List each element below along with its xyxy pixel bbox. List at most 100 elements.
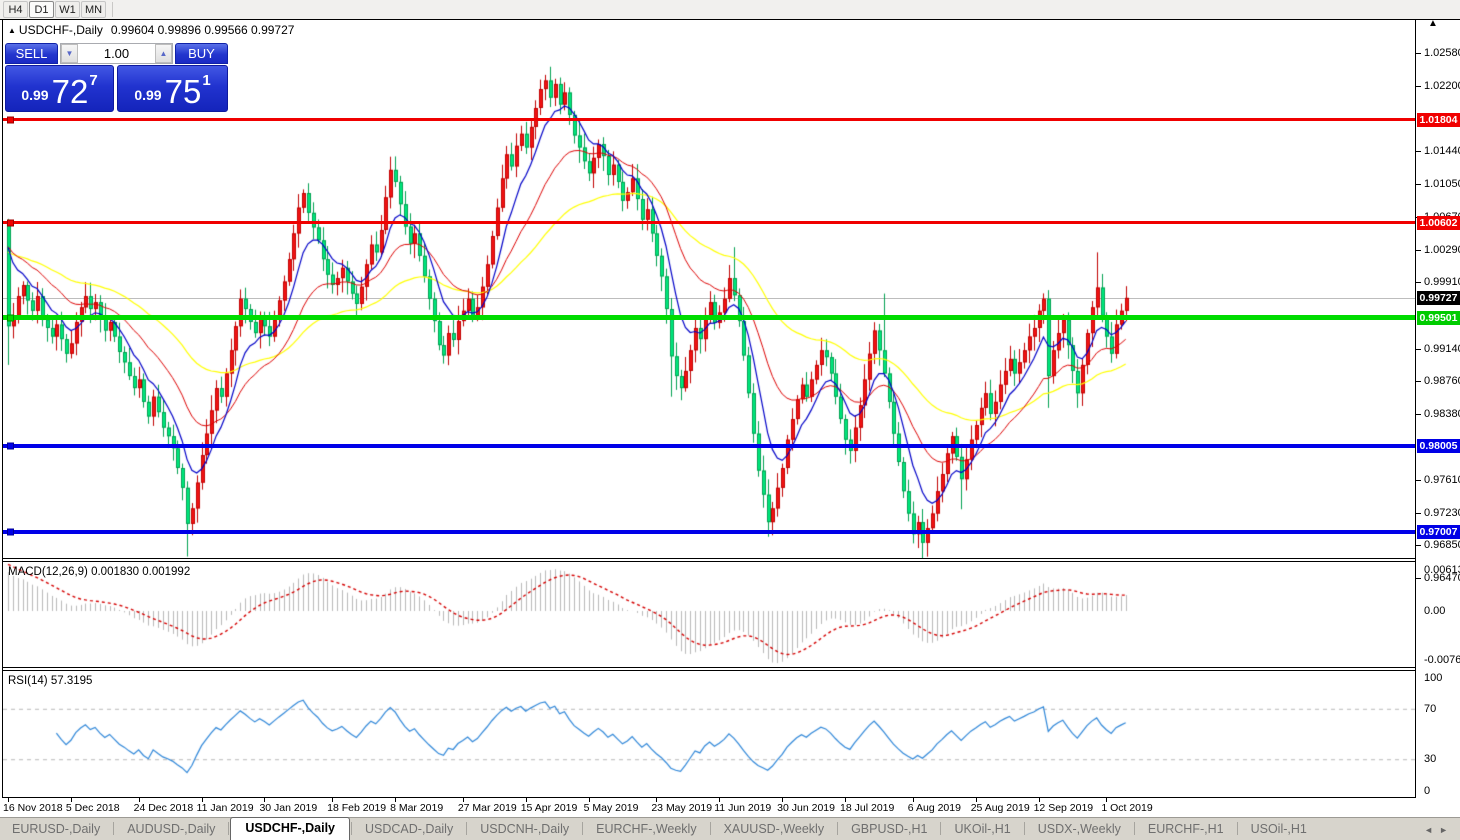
- date-tick: [719, 798, 721, 802]
- price-axis-label: 0.99140: [1424, 342, 1460, 355]
- buy-price-display[interactable]: 0.99 75 1: [117, 65, 228, 112]
- sell-price-pip: 7: [89, 72, 98, 89]
- price-badge: 0.99727: [1417, 291, 1460, 306]
- date-label: 18 Jul 2019: [840, 802, 895, 814]
- price-axis-tick: [1416, 184, 1421, 186]
- rsi-canvas[interactable]: [3, 671, 1415, 797]
- macd-pane-top-border: [2, 561, 1416, 562]
- volume-input[interactable]: 1.00: [103, 46, 130, 61]
- chart-tab-eurusd-daily[interactable]: EURUSD-,Daily: [12, 822, 101, 836]
- price-axis-label: 1.00290: [1424, 243, 1460, 256]
- timeframe-button-h4[interactable]: H4: [3, 1, 28, 18]
- sell-price-display[interactable]: 0.99 72 7: [5, 65, 114, 112]
- timeframe-button-mn[interactable]: MN: [81, 1, 106, 18]
- price-axis-tick: [1416, 85, 1421, 87]
- tab-divider: [709, 822, 711, 835]
- price-axis-tick: [1416, 381, 1421, 383]
- price-badge: 0.99501: [1417, 310, 1460, 325]
- rsi-axis-label: 30: [1424, 753, 1437, 766]
- date-label: 25 Aug 2019: [970, 802, 1030, 814]
- line-handle[interactable]: [7, 116, 14, 124]
- buy-price-pip: 1: [202, 72, 211, 89]
- date-axis: 16 Nov 2018 5 Dec 2018 24 Dec 2018 11 Jan 2…: [0, 798, 1460, 817]
- line-handle[interactable]: [7, 528, 14, 536]
- horizontal-line-1.01804[interactable]: [3, 116, 1415, 124]
- price-axis-tick: [1416, 545, 1421, 547]
- chart-symbol-label: USDCHF-,Daily: [18, 23, 103, 37]
- chart-tab-eurchf-h1[interactable]: EURCHF-,H1: [1147, 822, 1224, 836]
- price-axis-label: 0.98760: [1424, 375, 1460, 388]
- date-tick: [588, 798, 590, 802]
- line-handle[interactable]: [7, 314, 14, 322]
- macd-canvas[interactable]: [3, 562, 1415, 667]
- collapse-triangle-icon[interactable]: ▲: [8, 26, 16, 35]
- date-label: 1 Oct 2019: [1101, 802, 1153, 814]
- date-label: 5 May 2019: [583, 802, 639, 814]
- price-axis-label: 1.02200: [1424, 79, 1460, 92]
- price-chart-canvas[interactable]: [3, 41, 1415, 558]
- sell-button[interactable]: SELL: [5, 43, 58, 64]
- horizontal-line-0.97007[interactable]: [3, 528, 1415, 536]
- tab-divider: [837, 822, 839, 835]
- date-label: 30 Jun 2019: [777, 802, 835, 814]
- buy-price-prefix: 0.99: [134, 87, 162, 103]
- price-badge: 1.00602: [1417, 215, 1460, 230]
- tab-divider: [582, 822, 584, 835]
- date-tick: [201, 798, 203, 802]
- toolbar-separator: [112, 2, 113, 17]
- chart-tab-xauusd-weekly[interactable]: XAUUSD-,Weekly: [723, 822, 825, 836]
- chart-tab-ukoil-h1[interactable]: UKOil-,H1: [954, 822, 1011, 836]
- rsi-bottom-border: [2, 797, 1416, 798]
- chart-tab-gbpusd-h1[interactable]: GBPUSD-,H1: [851, 822, 928, 836]
- chart-tab-usdchf-daily[interactable]: USDCHF-,Daily: [230, 817, 350, 840]
- price-axis-label: 0.99910: [1424, 276, 1460, 289]
- volume-increase-button[interactable]: ▲: [155, 44, 172, 63]
- buy-button[interactable]: BUY: [175, 43, 228, 64]
- tab-scroll-arrows[interactable]: ◄►: [1424, 825, 1454, 835]
- sell-price-prefix: 0.99: [21, 87, 49, 103]
- macd-axis-label: 0.00: [1424, 605, 1446, 617]
- date-label: 8 Mar 2019: [390, 802, 444, 814]
- tab-scroll-right-icon[interactable]: ►: [1439, 825, 1454, 835]
- tab-scroll-left-icon[interactable]: ◄: [1424, 825, 1440, 835]
- timeframe-button-d1[interactable]: D1: [29, 1, 54, 18]
- horizontal-line-0.98005[interactable]: [3, 442, 1415, 450]
- volume-decrease-button[interactable]: ▼: [61, 44, 78, 63]
- date-tick: [8, 798, 9, 802]
- chart-tab-audusd-daily[interactable]: AUDUSD-,Daily: [127, 822, 216, 836]
- price-axis-tick: [1416, 578, 1421, 579]
- chart-tab-usdcnh-daily[interactable]: USDCNH-,Daily: [480, 822, 570, 836]
- main-macd-separator[interactable]: [2, 558, 1416, 559]
- timeframe-toolbar: H4 D1 W1 MN: [0, 0, 1460, 20]
- macd-rsi-separator[interactable]: [2, 667, 1416, 668]
- tab-divider: [940, 822, 942, 835]
- chart-tab-usdx-weekly[interactable]: USDX-,Weekly: [1037, 822, 1121, 836]
- price-axis-tick: [1416, 348, 1421, 350]
- scroll-up-icon[interactable]: ▲: [1428, 18, 1438, 29]
- timeframe-button-w1[interactable]: W1: [55, 1, 80, 18]
- date-tick: [975, 798, 977, 802]
- tab-divider: [466, 822, 468, 835]
- date-tick: [264, 798, 266, 802]
- date-label: 11 Jun 2019: [714, 802, 772, 814]
- line-handle[interactable]: [7, 219, 14, 227]
- chart-tab-usdcad-daily[interactable]: USDCAD-,Daily: [365, 822, 454, 836]
- macd-label: MACD(12,26,9) 0.001830 0.001992: [8, 566, 191, 578]
- horizontal-line-0.99501[interactable]: [3, 314, 1415, 322]
- ohlc-values: 0.99604 0.99896 0.99566 0.99727: [110, 23, 295, 37]
- line-handle[interactable]: [7, 442, 14, 450]
- price-axis-tick: [1416, 512, 1421, 514]
- price-axis-tick: [1416, 249, 1421, 251]
- horizontal-line-1.00602[interactable]: [3, 219, 1415, 227]
- chart-tab-eurchf-weekly[interactable]: EURCHF-,Weekly: [596, 822, 697, 836]
- date-tick: [845, 798, 847, 802]
- chart-tab-usoil-h1[interactable]: USOil-,H1: [1250, 822, 1307, 836]
- date-tick: [1038, 798, 1040, 802]
- volume-stepper: ▼ 1.00 ▲: [60, 43, 173, 64]
- rsi-axis-label: 70: [1424, 702, 1437, 715]
- date-tick: [332, 798, 334, 802]
- date-label: 12 Sep 2019: [1033, 802, 1094, 814]
- date-tick: [782, 798, 784, 802]
